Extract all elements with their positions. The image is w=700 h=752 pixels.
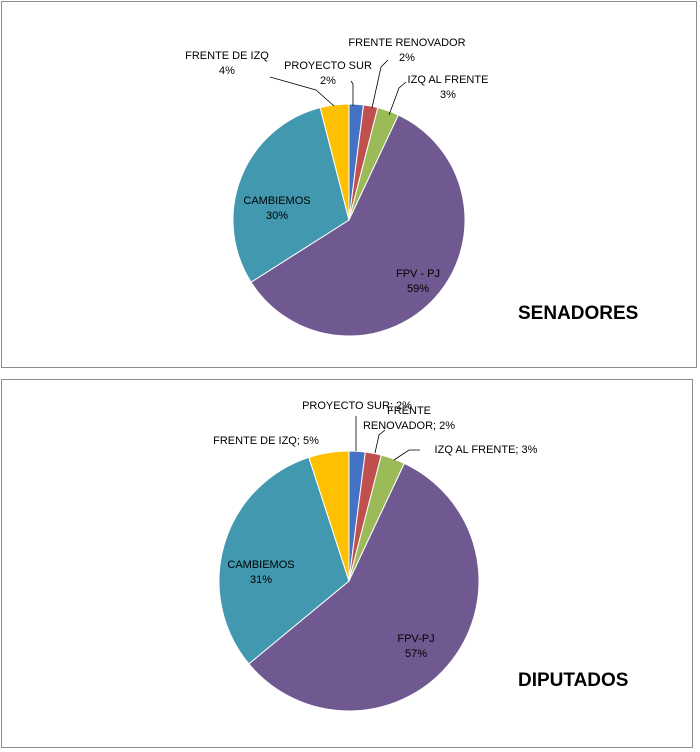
pie-slice-frente-de-izq bbox=[308, 450, 350, 582]
data-label-fpv-pj: FPV-PJ 57% bbox=[397, 633, 434, 660]
data-label-cambiemos: CAMBIEMOS 31% bbox=[227, 559, 294, 586]
data-label-fpv-pj: FPV - PJ 59% bbox=[396, 268, 440, 295]
data-label-izq-al-frente: IZQ AL FRENTE; 3% bbox=[435, 444, 538, 456]
data-label-proyecto-sur: PROYECTO SUR; 2% bbox=[302, 400, 412, 412]
leader-line-proyecto-sur bbox=[350, 80, 354, 106]
pie-slice-cambiemos bbox=[218, 456, 350, 665]
data-label-cambiemos: CAMBIEMOS 30% bbox=[243, 195, 310, 222]
leader-line-frente-de-izq bbox=[269, 76, 335, 107]
data-label-frente-de-izq: FRENTE DE IZQ; 5% bbox=[213, 435, 319, 447]
leader-line-izq-al-frente bbox=[393, 449, 420, 461]
leader-line-frente-renovador bbox=[371, 59, 389, 109]
pie-slice-frente-de-izq bbox=[319, 103, 350, 221]
senadores-pie-chart: PROYECTO SUR 2%FRENTE RENOVADOR 2% IZQ AL F… bbox=[185, 37, 489, 337]
pie-slice-fpv-pj bbox=[248, 462, 480, 712]
data-label-frente-de-izq: FRENTE DE IZQ 4% bbox=[185, 50, 269, 77]
leader-line-izq-al-frente bbox=[388, 81, 407, 116]
data-label-izq-al-frente: IZQ AL FRENTE 3% bbox=[408, 74, 489, 101]
diputados-title: DIPUTADOS bbox=[518, 670, 629, 691]
pie-slice-fpv-pj bbox=[250, 114, 466, 337]
data-label-frente-renovador: FRENTE RENOVADOR 2% bbox=[348, 37, 465, 64]
senadores-title: SENADORES bbox=[518, 303, 639, 324]
diputados-pie-chart: PROYECTO SUR; 2%FRENTE RENOVADOR; 2% IZQ A… bbox=[213, 400, 538, 712]
senadores-chart-panel: PROYECTO SUR 2% FRENTE RENOVADOR 2% IZQ AL F… bbox=[1, 1, 697, 368]
data-label-proyecto-sur: PROYECTO SUR 2% bbox=[284, 60, 372, 87]
pie-slice-cambiemos bbox=[232, 107, 350, 283]
data-label-frente-renovador: FRENTE RENOVADOR; 2% bbox=[363, 405, 455, 432]
leader-line-frente-renovador bbox=[374, 429, 386, 454]
diputados-chart-panel: PROYECTO SUR; 2% FRENTE RENOVADOR; 2% IZQ A… bbox=[1, 379, 693, 748]
